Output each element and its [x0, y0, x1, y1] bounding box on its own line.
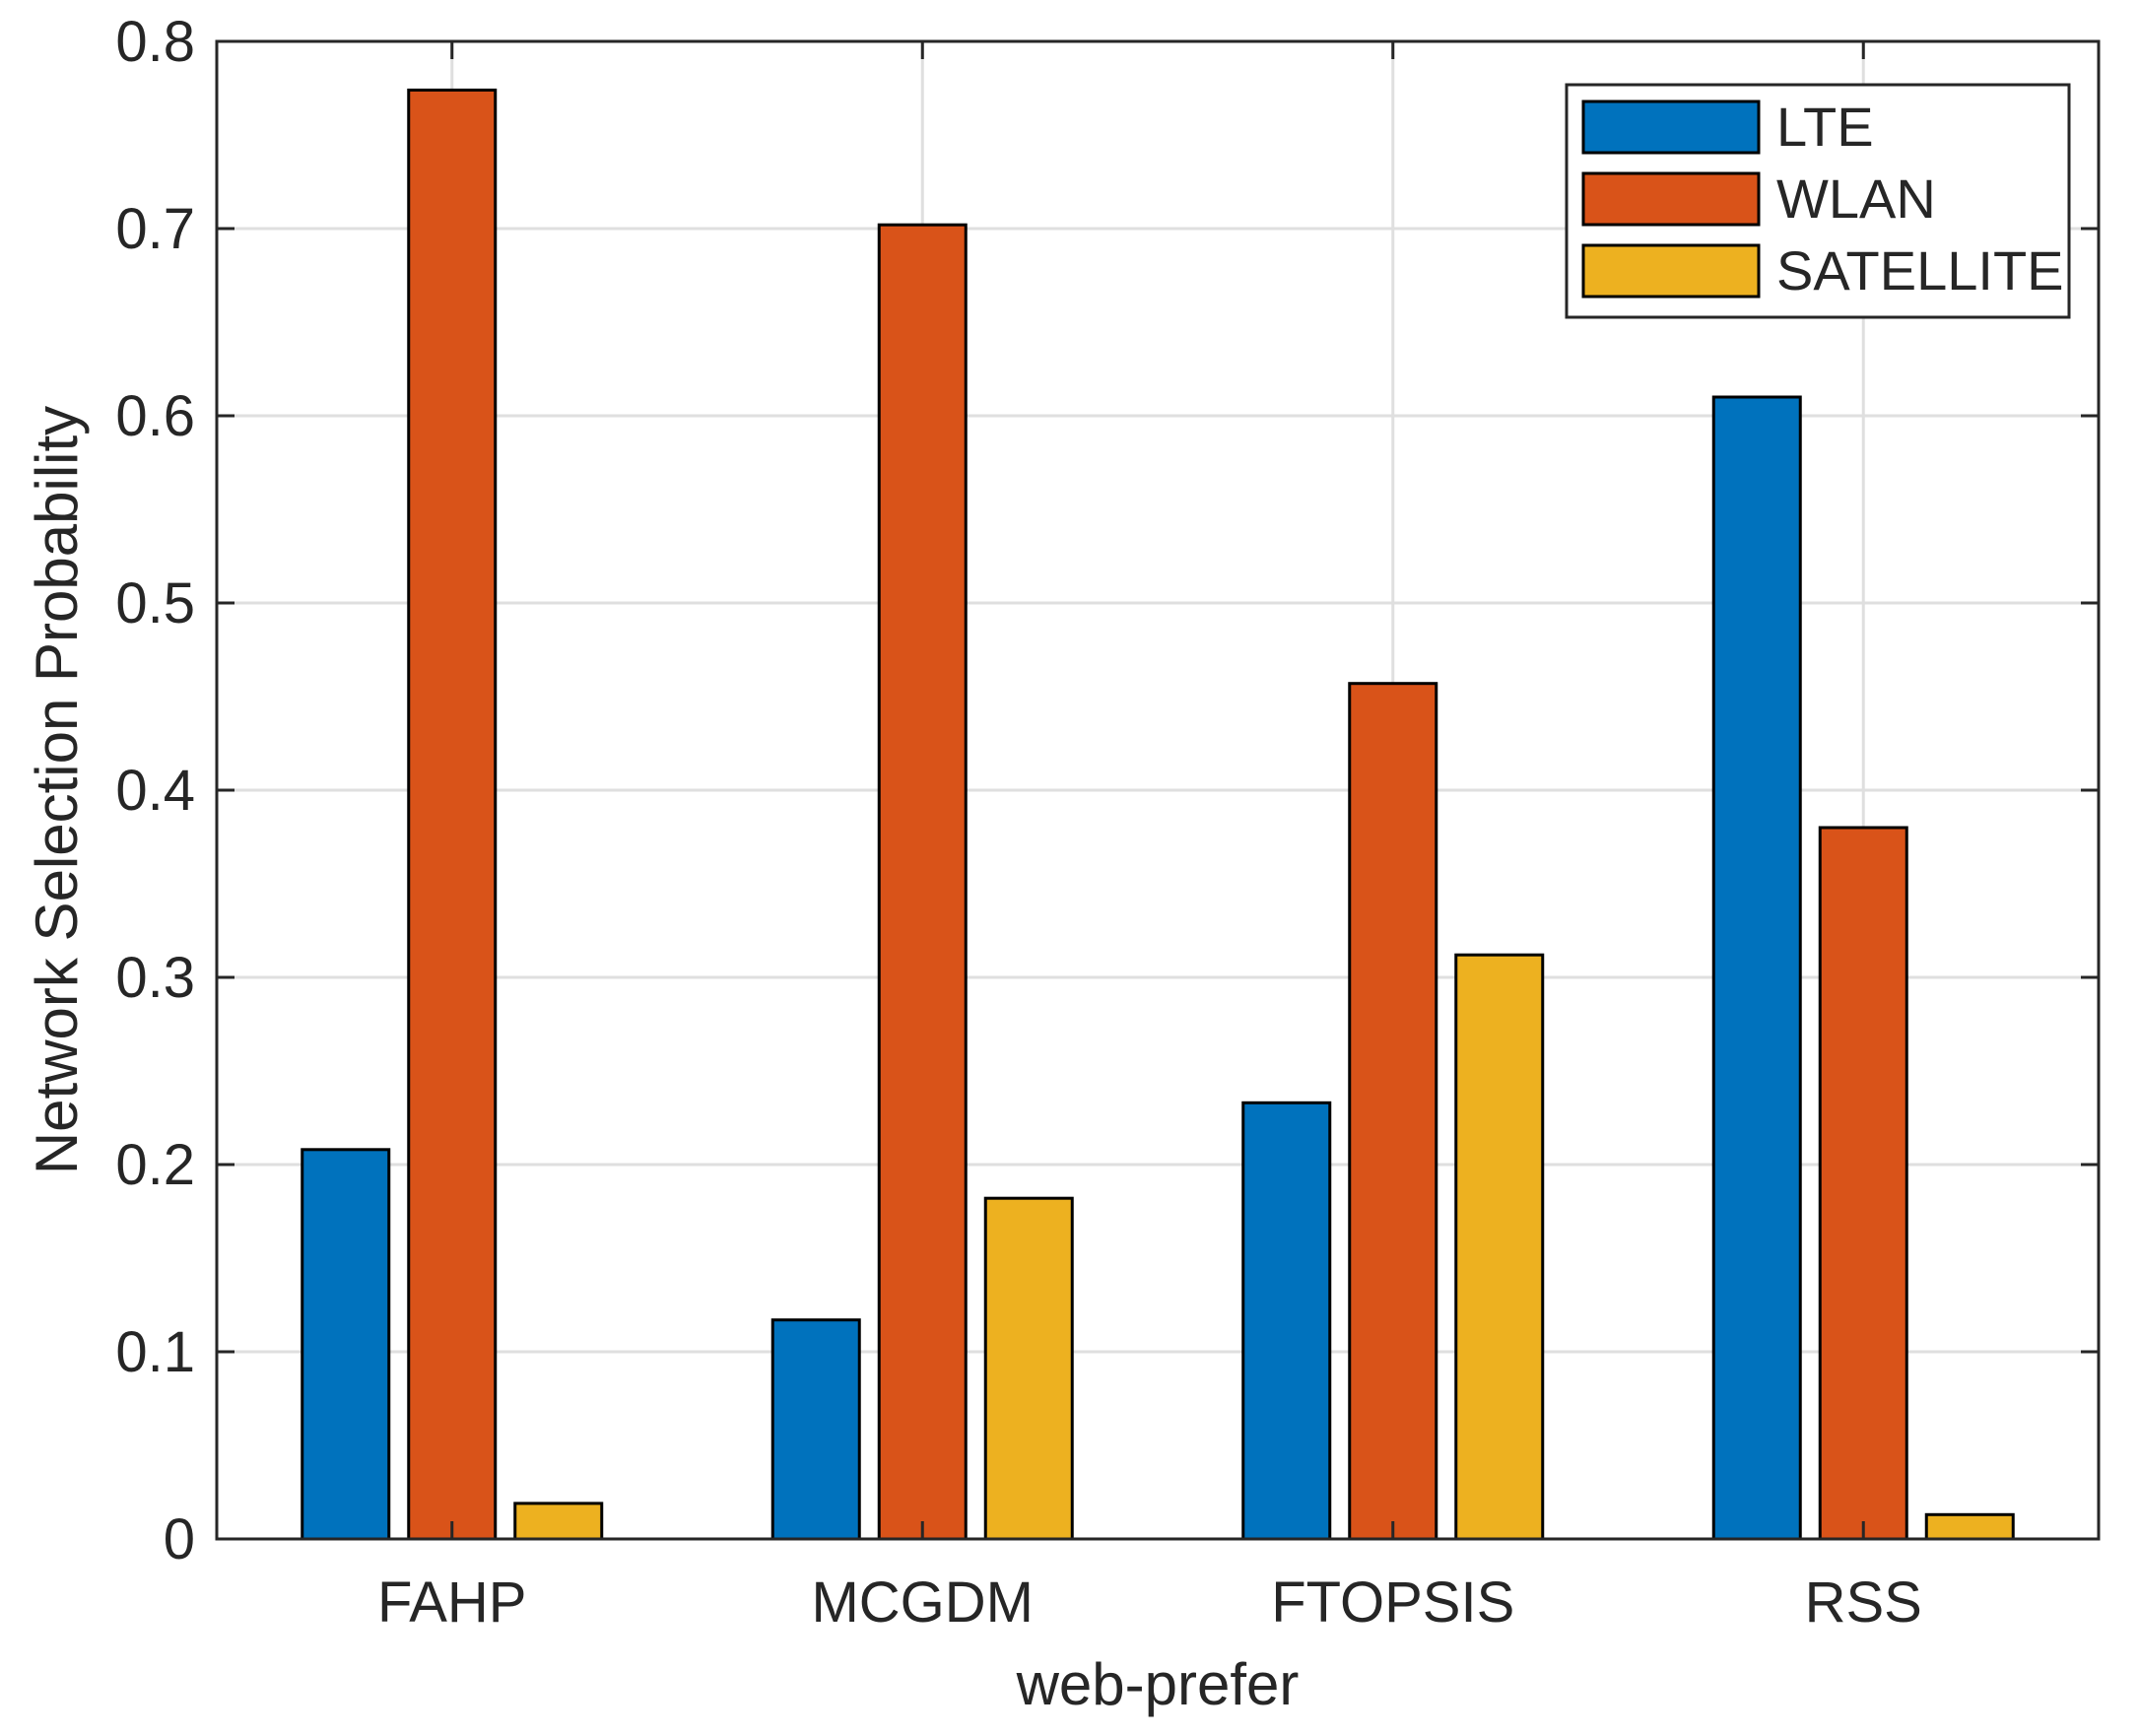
y-tick-label: 0.5 [115, 571, 195, 635]
y-tick-label: 0.3 [115, 946, 195, 1010]
y-tick-label: 0.2 [115, 1133, 195, 1197]
y-axis-title: Network Selection Probability [24, 406, 90, 1174]
bar-wlan-ftopsis [1348, 682, 1438, 1541]
bar-satellite-ftopsis [1454, 953, 1545, 1541]
y-tick-label: 0.6 [115, 384, 195, 448]
y-tick-label: 0.7 [115, 197, 195, 261]
x-axis-title: web-prefer [1016, 1651, 1300, 1717]
bar-lte-fahp [301, 1148, 391, 1541]
y-tick-label: 0.8 [115, 10, 195, 74]
bar-lte-ftopsis [1241, 1101, 1332, 1541]
bar-satellite-mcgdm [983, 1196, 1074, 1541]
bar-satellite-rss [1924, 1512, 2015, 1541]
legend-label-wlan: WLAN [1776, 167, 1936, 230]
x-tick-label: FAHP [377, 1570, 527, 1635]
legend-swatch-wlan [1581, 171, 1761, 227]
bar-wlan-fahp [407, 88, 498, 1541]
x-tick-label: MCGDM [811, 1570, 1034, 1635]
bar-satellite-fahp [513, 1502, 604, 1541]
y-tick-label: 0.4 [115, 759, 195, 823]
legend-label-satellite: SATELLITE [1776, 239, 2064, 301]
bar-lte-mcgdm [770, 1318, 861, 1541]
bars [301, 88, 2015, 1541]
y-tick-label: 0 [164, 1507, 195, 1571]
legend-label-lte: LTE [1776, 96, 1874, 158]
legend-swatch-lte [1581, 100, 1761, 155]
bar-wlan-rss [1818, 826, 1908, 1541]
x-tick-label: FTOPSIS [1271, 1570, 1514, 1635]
bar-wlan-mcgdm [877, 223, 968, 1541]
bar-lte-rss [1711, 395, 1802, 1541]
x-tick-label: RSS [1805, 1570, 1922, 1635]
y-tick-label: 0.1 [115, 1320, 195, 1384]
legend: LTE WLAN SATELLITE [1565, 83, 2071, 319]
legend-swatch-satellite [1581, 243, 1761, 299]
ticks: 0 0.1 0.2 0.3 0.4 0.5 0.6 0.7 0.8 FAHP MCGDM FTOPSI… [115, 10, 2099, 1635]
